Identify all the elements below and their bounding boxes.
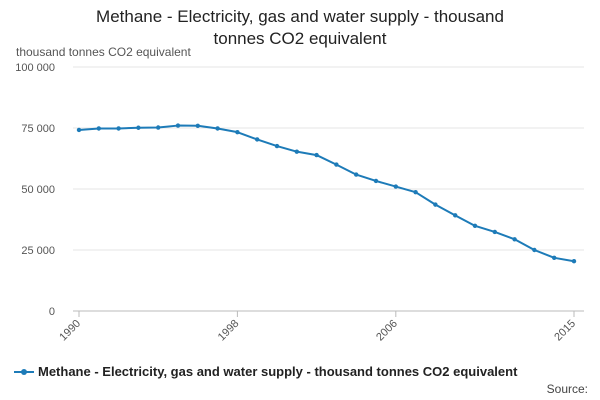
data-point[interactable] — [255, 137, 260, 142]
legend-label: Methane - Electricity, gas and water sup… — [38, 364, 518, 379]
y-tick-label: 100 000 — [15, 62, 55, 74]
chart-title-line1: Methane - Electricity, gas and water sup… — [96, 7, 504, 26]
data-point[interactable] — [373, 178, 379, 184]
x-tick-label: 1998 — [216, 318, 242, 344]
y-axis-label: thousand tonnes CO2 equivalent — [16, 45, 191, 59]
data-point[interactable] — [136, 125, 141, 130]
legend[interactable]: Methane - Electricity, gas and water sup… — [14, 364, 517, 379]
data-point[interactable] — [96, 126, 102, 131]
y-tick-label: 75 000 — [21, 123, 55, 135]
data-point[interactable] — [235, 129, 240, 135]
source-text: Source: — [546, 382, 588, 396]
data-point[interactable] — [552, 255, 557, 261]
data-point[interactable] — [274, 143, 280, 149]
x-tick-label: 2006 — [374, 318, 400, 344]
data-point[interactable] — [195, 123, 200, 129]
data-point[interactable] — [433, 202, 438, 207]
data-point[interactable] — [492, 229, 497, 235]
y-axis-ticks: 0 25 000 50 000 75 000 100 000 — [15, 62, 55, 318]
data-point[interactable] — [354, 172, 359, 177]
data-point[interactable] — [393, 184, 398, 189]
chart-title: Methane - Electricity, gas and water sup… — [0, 6, 600, 50]
x-axis: 1990 1998 2006 2015 — [57, 311, 578, 343]
x-tick-label: 1990 — [57, 318, 83, 344]
data-point[interactable] — [334, 162, 339, 167]
data-point[interactable] — [532, 247, 537, 253]
chart-title-line2: tonnes CO2 equivalent — [213, 29, 387, 48]
y-tick-label: 25 000 — [21, 245, 55, 257]
data-point[interactable] — [413, 189, 418, 195]
data-point[interactable] — [512, 237, 517, 242]
data-point[interactable] — [116, 126, 121, 131]
data-point[interactable] — [314, 152, 319, 158]
y-tick-label: 50 000 — [21, 184, 55, 196]
data-point[interactable] — [156, 125, 161, 130]
x-tick-label: 2015 — [552, 318, 578, 344]
data-point[interactable] — [294, 149, 299, 154]
data-point[interactable] — [472, 223, 478, 229]
data-point[interactable] — [215, 126, 220, 131]
data-point[interactable] — [571, 259, 577, 264]
data-point[interactable] — [453, 213, 458, 218]
series-line[interactable] — [78, 124, 575, 263]
series-group — [76, 123, 577, 264]
y-tick-label: 0 — [49, 306, 55, 318]
data-point[interactable] — [76, 127, 82, 133]
data-point[interactable] — [175, 123, 181, 128]
grid-lines — [73, 66, 584, 312]
legend-line-icon — [14, 366, 34, 378]
